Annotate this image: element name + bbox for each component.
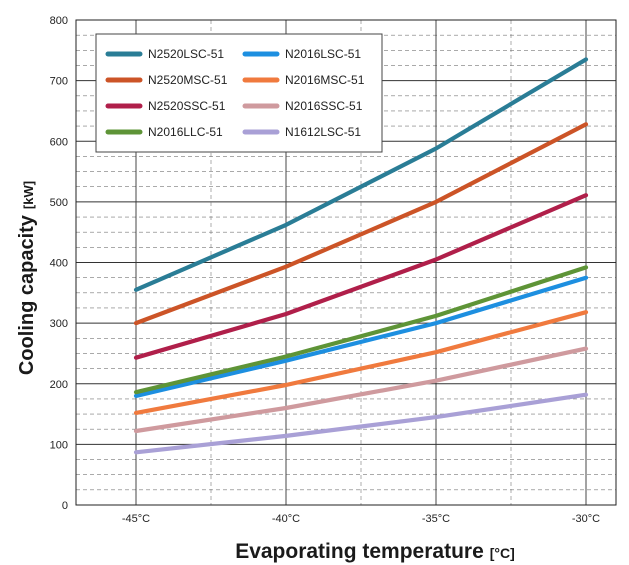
legend-label: N2520SSC-51 <box>148 99 226 113</box>
x-tick-label: -45°C <box>122 513 150 525</box>
x-axis-unit: [°C] <box>490 545 515 561</box>
legend-label: N2016LSC-51 <box>285 47 361 61</box>
y-tick-label: 0 <box>62 500 68 512</box>
series-line-N2520MSC-51 <box>133 122 589 326</box>
series-line-N2016LSC-51 <box>133 275 589 398</box>
legend-label: N1612LSC-51 <box>285 125 361 139</box>
y-axis-unit: [kW] <box>21 181 36 209</box>
x-tick-label: -30°C <box>572 513 600 525</box>
x-axis-title: Evaporating temperature [°C] <box>235 540 515 563</box>
legend-label: N2016LLC-51 <box>148 125 223 139</box>
y-tick-label: 100 <box>50 439 68 451</box>
series-lines <box>133 57 589 455</box>
y-tick-label: 700 <box>50 76 68 88</box>
series-line-N2016MSC-51 <box>133 310 589 415</box>
y-tick-label: 800 <box>50 15 68 27</box>
legend-box <box>95 33 383 153</box>
series-line-N2520SSC-51 <box>133 193 589 360</box>
x-tick-label: -35°C <box>422 513 450 525</box>
tick-labels: 0 100 200 300 400 500 600 700 800 -45°C -40°C -35°C… <box>50 15 601 525</box>
legend-label: N2520LSC-51 <box>148 47 224 61</box>
legend-label: N2016MSC-51 <box>285 73 365 87</box>
y-axis-label: Cooling capacity <box>16 214 38 375</box>
y-tick-label: 600 <box>50 136 68 148</box>
y-tick-label: 400 <box>50 258 68 270</box>
series-line-N2520LSC-51 <box>133 57 589 292</box>
series-line-N2016SSC-51 <box>133 346 589 434</box>
legend-label: N2016SSC-51 <box>285 99 363 113</box>
y-tick-label: 500 <box>50 197 68 209</box>
x-tick-label: -40°C <box>272 513 300 525</box>
legend: N2520LSC-51 N2016LSC-51 N2520MSC-51 N2016MS… <box>95 33 383 153</box>
legend-label: N2520MSC-51 <box>148 73 228 87</box>
x-axis-label: Evaporating temperature <box>235 540 484 563</box>
series-line-N1612LSC-51 <box>133 392 589 455</box>
y-tick-label: 300 <box>50 318 68 330</box>
series-line-N2016LLC-51 <box>133 265 589 395</box>
plot-border <box>75 19 617 506</box>
y-tick-label: 200 <box>50 379 68 391</box>
y-axis-title: Cooling capacity [kW] <box>16 181 38 375</box>
